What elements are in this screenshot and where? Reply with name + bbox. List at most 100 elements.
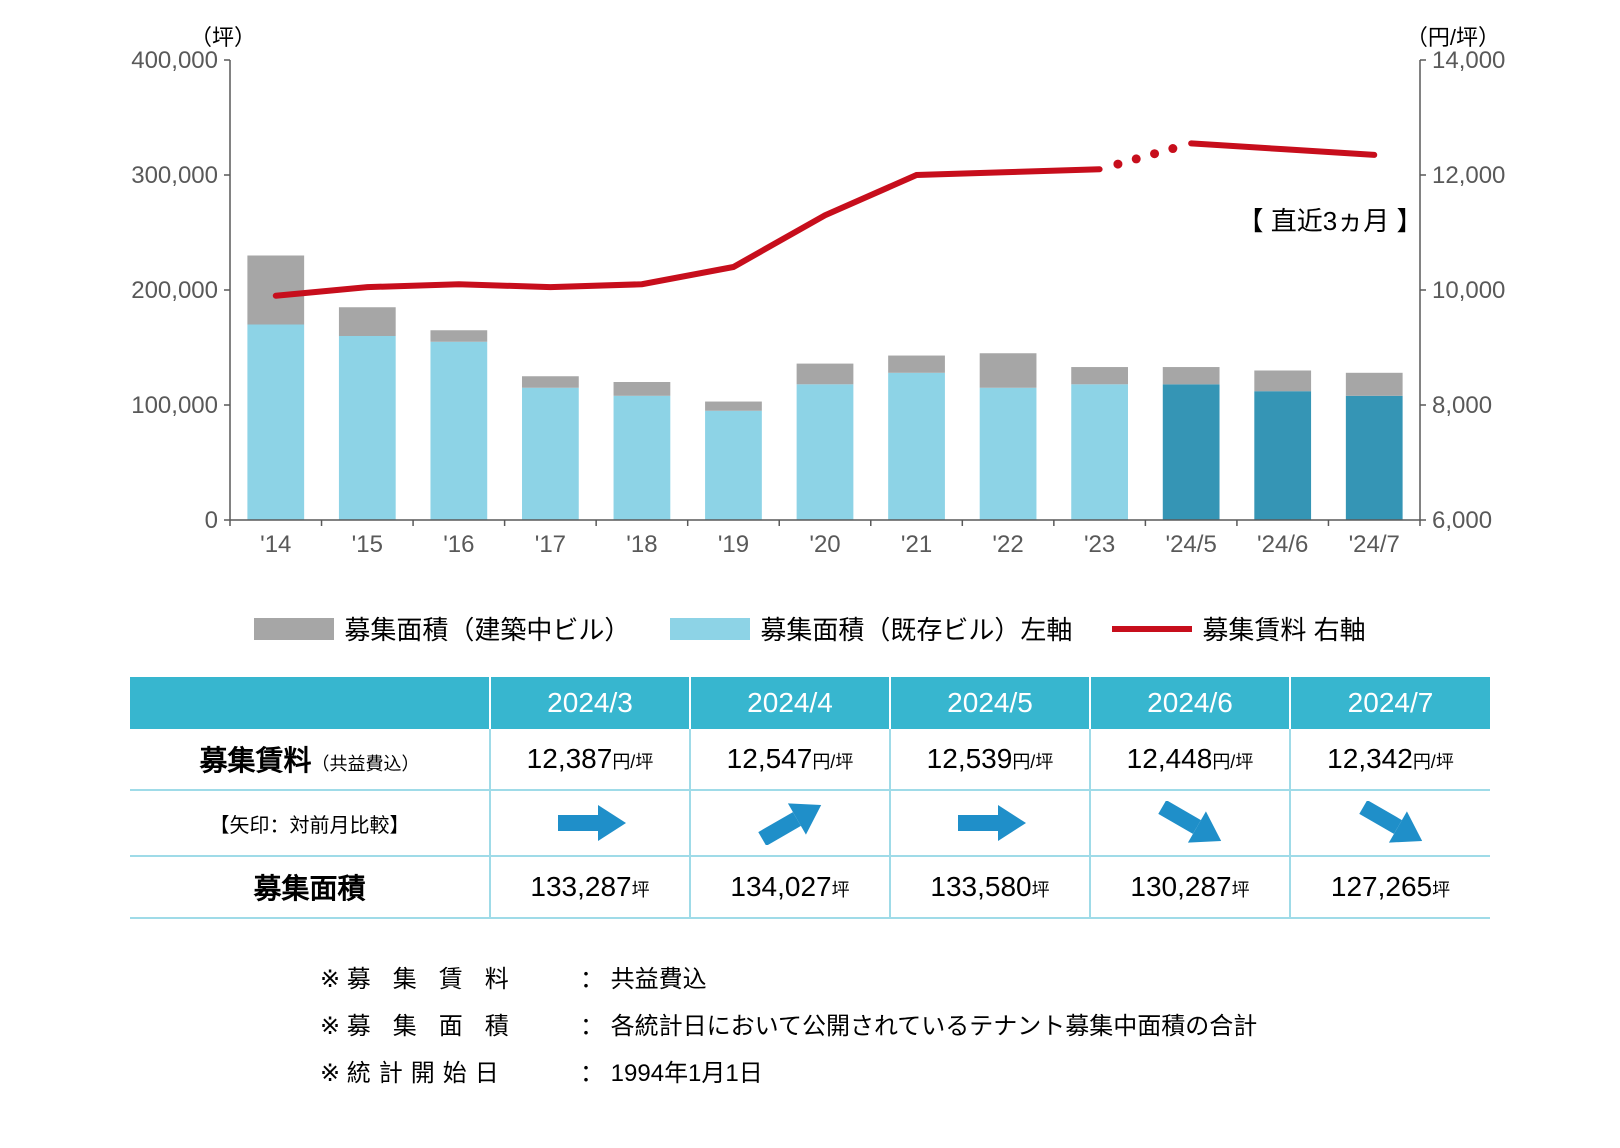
bar-existing <box>339 336 396 520</box>
right-tick-label: 10,000 <box>1432 277 1505 304</box>
rent-cell: 12,539円/坪 <box>890 729 1090 790</box>
trend-arrow-icon <box>1346 801 1436 845</box>
x-tick-label: '24/6 <box>1257 531 1308 558</box>
area-cell: 130,287坪 <box>1090 856 1290 918</box>
x-tick-label: '21 <box>901 531 932 558</box>
bar-existing <box>1254 391 1311 520</box>
rent-cell: 12,547円/坪 <box>690 729 890 790</box>
legend-existing: 募集面積（既存ビル）左軸 <box>670 610 1072 647</box>
bar-construction <box>522 376 579 388</box>
footnote-colon: ： <box>580 1053 611 1088</box>
trend-arrow-icon <box>945 801 1035 845</box>
x-tick-label: '22 <box>992 531 1023 558</box>
x-tick-label: '18 <box>626 531 657 558</box>
rent-line-dot <box>1113 160 1122 169</box>
right-axis-label: （円/坪） <box>1406 20 1500 52</box>
footnote-text: 共益費込 <box>611 959 707 994</box>
footnotes: ※ 募集賃料： 共益費込※ 募集面積： 各統計日において公開されているテナント募… <box>320 959 1320 1088</box>
footnote-label: ※ 募集面積 <box>320 1006 580 1041</box>
area-cell: 133,580坪 <box>890 856 1090 918</box>
right-tick-label: 6,000 <box>1432 507 1492 534</box>
right-tick-label: 8,000 <box>1432 392 1492 419</box>
chart-annotation: 【 直近3ヵ月 】 <box>1238 206 1423 236</box>
bar-construction <box>705 402 762 411</box>
bar-existing <box>705 411 762 520</box>
summary-table: 2024/32024/42024/52024/62024/7 募集賃料（共益費込… <box>130 677 1490 919</box>
bar-existing <box>980 388 1037 520</box>
area-cell: 134,027坪 <box>690 856 890 918</box>
footnote-row: ※ 募集賃料： 共益費込 <box>320 959 1320 994</box>
bar-existing <box>614 396 671 520</box>
legend-label-existing: 募集面積（既存ビル）左軸 <box>760 610 1072 647</box>
chart-svg: 0100,000200,000300,000400,0006,0008,0001… <box>90 20 1530 580</box>
bar-construction <box>980 353 1037 388</box>
table-header-blank <box>130 677 490 729</box>
footnote-label: ※ 統計開始日 <box>320 1053 580 1088</box>
area-cell: 133,287坪 <box>490 856 690 918</box>
bar-construction <box>797 364 854 385</box>
footnote-colon: ： <box>580 959 611 994</box>
rent-cell: 12,387円/坪 <box>490 729 690 790</box>
legend-swatch-existing <box>670 618 750 640</box>
legend-swatch-line <box>1112 626 1192 632</box>
bar-existing <box>797 384 854 520</box>
legend-label-line: 募集賃料 右軸 <box>1202 610 1365 647</box>
bar-construction <box>888 356 945 373</box>
chart-container: （坪） （円/坪） 0100,000200,000300,000400,0006… <box>90 20 1530 580</box>
footnote-row: ※ 募集面積： 各統計日において公開されているテナント募集中面積の合計 <box>320 1006 1320 1041</box>
bar-construction <box>339 307 396 336</box>
arrow-cell <box>1290 790 1490 856</box>
row-label-arrow: 【矢印：対前月比較】 <box>130 790 490 856</box>
bar-construction <box>1254 371 1311 392</box>
legend-label-construction: 募集面積（建築中ビル） <box>344 610 630 647</box>
row-label-rent: 募集賃料（共益費込） <box>130 729 490 790</box>
left-tick-label: 0 <box>205 507 218 534</box>
bar-existing <box>1346 396 1403 520</box>
table-month-header: 2024/3 <box>490 677 690 729</box>
legend-swatch-construction <box>254 618 334 640</box>
rent-line-dot <box>1168 144 1177 153</box>
rent-cell: 12,448円/坪 <box>1090 729 1290 790</box>
row-label-area: 募集面積 <box>130 856 490 918</box>
area-cell: 127,265坪 <box>1290 856 1490 918</box>
table-row: 【矢印：対前月比較】 <box>130 790 1490 856</box>
rent-line-dot <box>1132 154 1141 163</box>
bar-existing <box>1163 384 1220 520</box>
bar-construction <box>614 382 671 396</box>
arrow-cell <box>890 790 1090 856</box>
x-tick-label: '14 <box>260 531 291 558</box>
left-tick-label: 100,000 <box>131 392 218 419</box>
table-header-row: 2024/32024/42024/52024/62024/7 <box>130 677 1490 729</box>
footnote-label: ※ 募集賃料 <box>320 959 580 994</box>
rent-line-dot <box>1150 149 1159 158</box>
x-tick-label: '20 <box>809 531 840 558</box>
footnote-row: ※ 統計開始日： 1994年1月1日 <box>320 1053 1320 1088</box>
footnote-text: 1994年1月1日 <box>611 1053 763 1088</box>
trend-arrow-icon <box>545 801 635 845</box>
table-row: 募集面積133,287坪134,027坪133,580坪130,287坪127,… <box>130 856 1490 918</box>
x-tick-label: '23 <box>1084 531 1115 558</box>
table-month-header: 2024/5 <box>890 677 1090 729</box>
rent-line-recent <box>1191 143 1374 155</box>
legend-construction: 募集面積（建築中ビル） <box>254 610 630 647</box>
chart-legend: 募集面積（建築中ビル） 募集面積（既存ビル）左軸 募集賃料 右軸 <box>20 610 1600 647</box>
left-axis-label: （坪） <box>190 20 256 52</box>
arrow-cell <box>690 790 890 856</box>
table-month-header: 2024/7 <box>1290 677 1490 729</box>
bar-existing <box>888 373 945 520</box>
bar-existing <box>430 342 487 520</box>
bar-construction <box>1071 367 1128 384</box>
table-month-header: 2024/6 <box>1090 677 1290 729</box>
right-tick-label: 12,000 <box>1432 162 1505 189</box>
bar-existing <box>247 325 304 521</box>
x-tick-label: '24/5 <box>1166 531 1217 558</box>
x-tick-label: '16 <box>443 531 474 558</box>
x-tick-label: '17 <box>535 531 566 558</box>
trend-arrow-icon <box>1145 801 1235 845</box>
footnote-text: 各統計日において公開されているテナント募集中面積の合計 <box>611 1006 1258 1041</box>
footnote-colon: ： <box>580 1006 611 1041</box>
left-tick-label: 300,000 <box>131 162 218 189</box>
x-tick-label: '24/7 <box>1349 531 1400 558</box>
bar-construction <box>247 256 304 325</box>
bar-existing <box>522 388 579 520</box>
